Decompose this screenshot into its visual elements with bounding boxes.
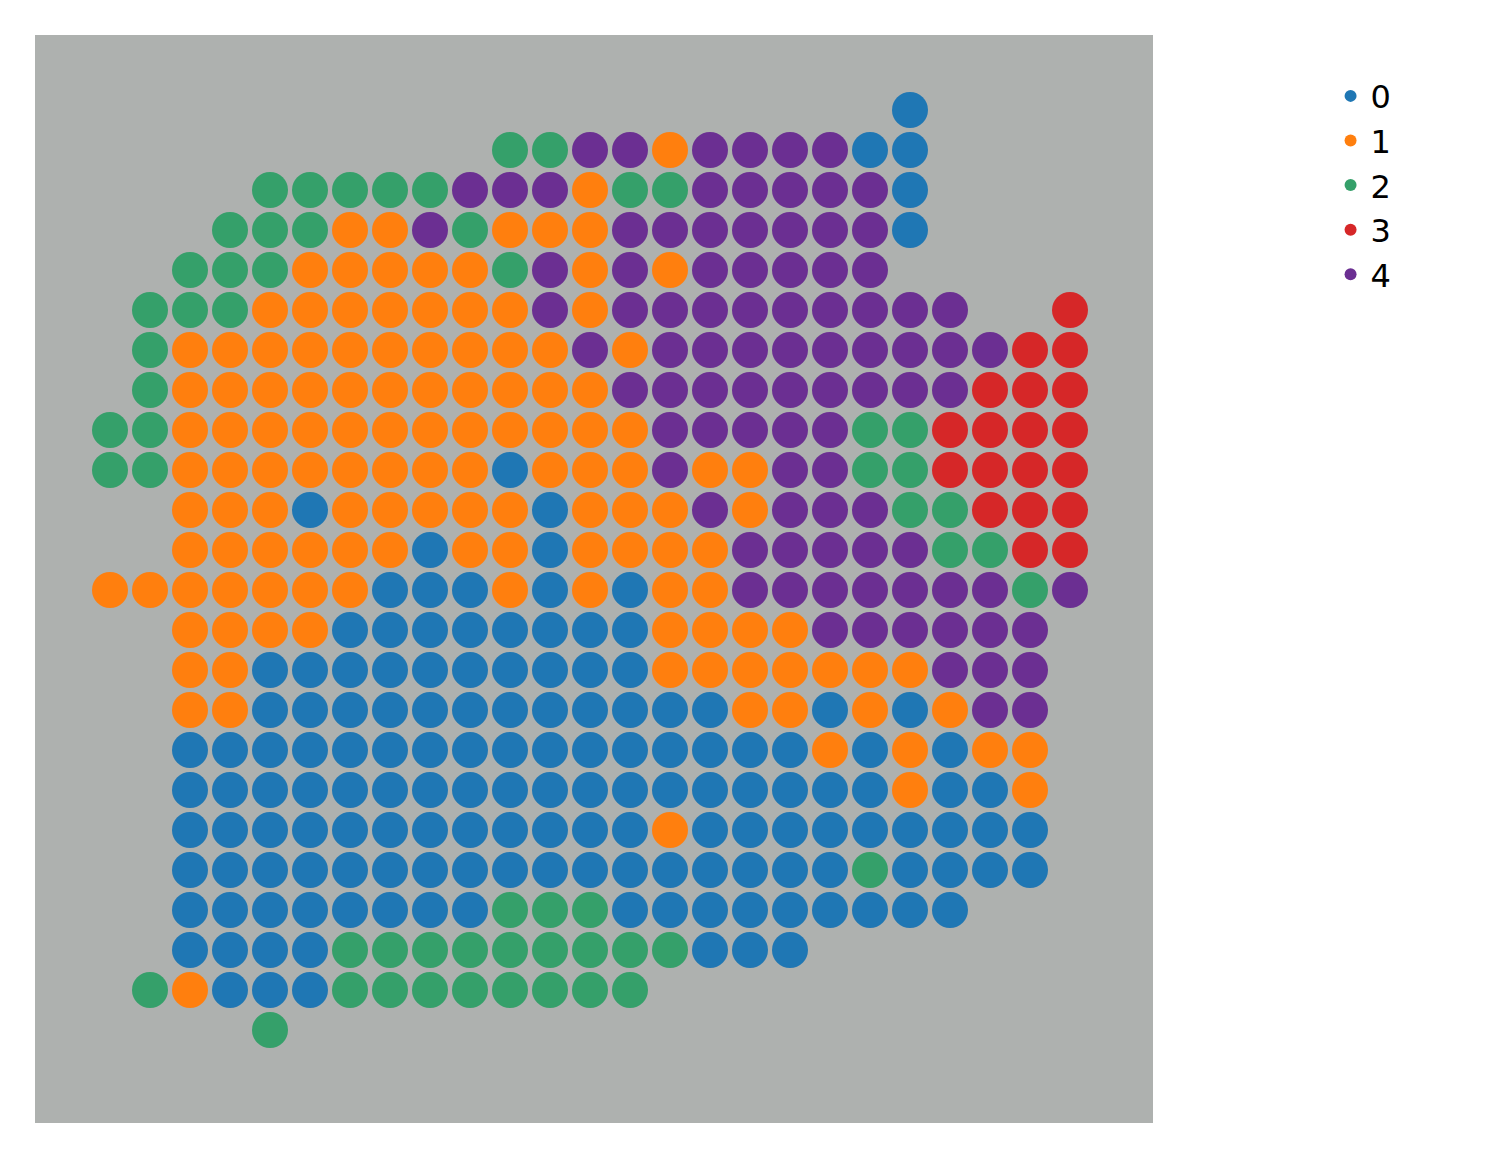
svg-text:1: 1 — [1371, 123, 1391, 161]
svg-text:3: 3 — [1371, 212, 1391, 250]
svg-text:4: 4 — [1371, 257, 1391, 295]
svg-text:2: 2 — [1371, 168, 1391, 206]
svg-text:0: 0 — [1371, 78, 1391, 116]
